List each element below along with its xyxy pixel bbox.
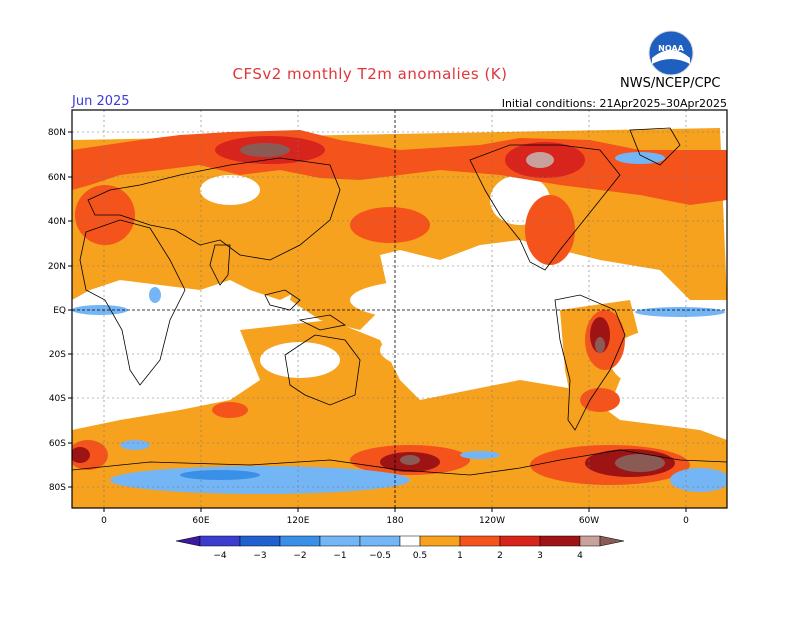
legend-tick: −4: [213, 551, 227, 561]
lon-label: 180: [386, 516, 403, 526]
legend-swatch: [279, 535, 321, 547]
legend-swatch: [359, 535, 401, 547]
map-title: CFSv2 monthly T2m anomalies (K): [232, 65, 508, 83]
svg-text:NOAA: NOAA: [658, 44, 684, 53]
lon-label: 0: [683, 516, 689, 526]
lat-label: 60S: [49, 439, 66, 449]
lon-label: 60E: [192, 516, 209, 526]
lat-label: EQ: [53, 306, 66, 316]
legend-tick: 2: [497, 551, 503, 561]
legend-swatch: [579, 535, 601, 547]
noaa-logo-icon: NOAA: [648, 30, 694, 76]
legend-tick: 3: [537, 551, 543, 561]
legend-tick: −1: [333, 551, 346, 561]
coastlines: [72, 127, 727, 476]
legend-tick: −0.5: [369, 551, 391, 561]
lat-label: 40N: [48, 217, 66, 227]
lon-label: 120W: [479, 516, 505, 526]
lat-label: 80N: [48, 128, 66, 138]
color-legend: [175, 535, 625, 547]
anomaly-field: [72, 110, 727, 508]
legend-tick: −2: [293, 551, 306, 561]
legend-tick: 1: [457, 551, 463, 561]
lon-label: 120E: [287, 516, 310, 526]
legend-swatch: [499, 535, 541, 547]
legend-swatch: [419, 535, 461, 547]
legend-swatch: [539, 535, 581, 547]
lon-label: 0: [101, 516, 107, 526]
lat-label: 40S: [49, 394, 66, 404]
legend-swatch: [175, 535, 201, 547]
lon-label: 60W: [579, 516, 599, 526]
legend-swatch: [399, 535, 421, 547]
initial-conditions: Initial conditions: 21Apr2025–30Apr2025: [501, 97, 727, 110]
lat-label: 60N: [48, 173, 66, 183]
legend-swatch: [239, 535, 281, 547]
lat-label: 80S: [49, 483, 66, 493]
legend-swatch: [199, 535, 241, 547]
forecast-month: Jun 2025: [72, 94, 130, 109]
lat-label: 20N: [48, 262, 66, 272]
legend-tick: −3: [253, 551, 266, 561]
legend-swatch: [599, 535, 625, 547]
legend-tick: 0.5: [413, 551, 427, 561]
lat-label: 20S: [49, 350, 66, 360]
agency-label: NWS/NCEP/CPC: [620, 76, 721, 91]
legend-tick: 4: [577, 551, 583, 561]
map-frame: [71, 109, 728, 509]
legend-swatch: [319, 535, 361, 547]
legend-swatch: [459, 535, 501, 547]
